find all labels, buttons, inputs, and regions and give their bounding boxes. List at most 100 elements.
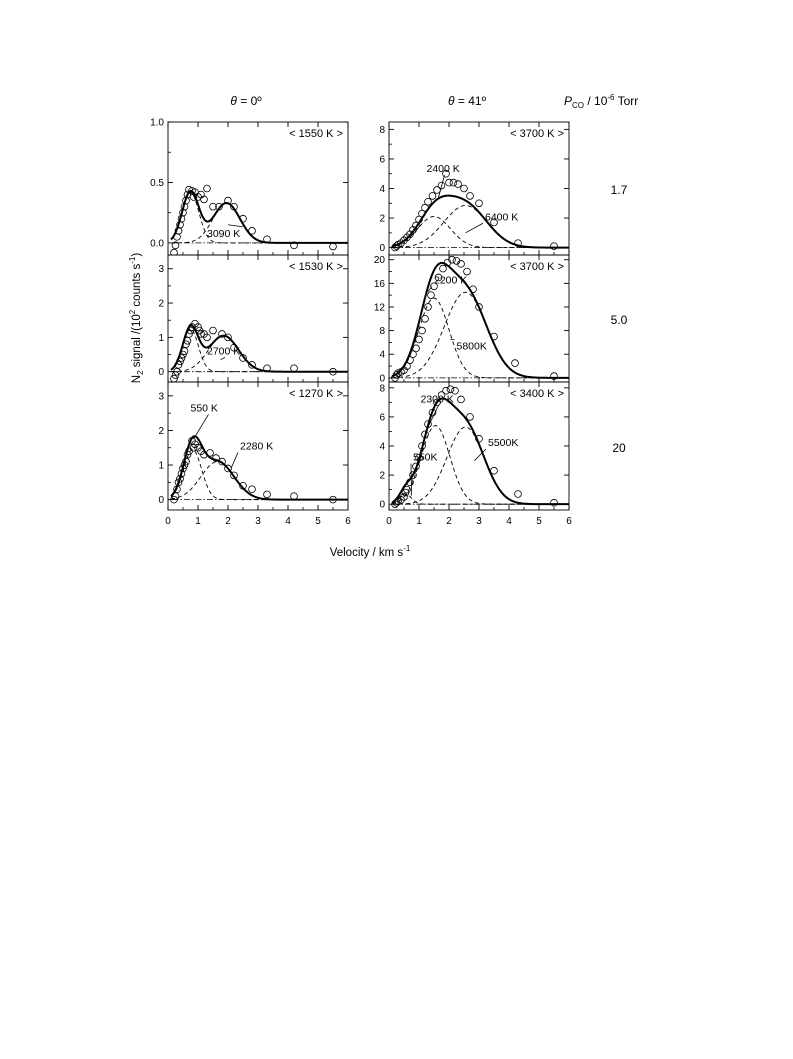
y-tick-label: 0 xyxy=(379,243,385,254)
data-point xyxy=(445,178,453,187)
total-fit-curve xyxy=(170,435,348,501)
y-tick-label: 4 xyxy=(379,350,385,361)
data-point xyxy=(550,372,558,380)
y-tick-label: 0.0 xyxy=(150,238,164,249)
data-point xyxy=(442,169,450,178)
component-curve xyxy=(170,449,348,501)
data-point xyxy=(424,420,432,428)
data-point xyxy=(170,248,178,255)
annotation-leader xyxy=(220,357,226,361)
data-point xyxy=(437,391,446,399)
data-point xyxy=(203,333,211,342)
data-point xyxy=(514,490,522,498)
component-curve xyxy=(171,202,348,244)
annotation-leader xyxy=(438,175,445,198)
y-tick-label: 3 xyxy=(158,264,164,275)
data-point xyxy=(457,395,465,404)
panel-1-1: 0 4 8 12 16 20 < 3700 K > 2200 K 5800K xyxy=(374,254,570,384)
x-tick-label: 3 xyxy=(476,516,482,527)
y-tick-label: 0 xyxy=(379,500,385,511)
component-temperature-label: 2700 K xyxy=(207,346,240,358)
data-point xyxy=(490,218,498,227)
data-point xyxy=(173,485,181,494)
data-point xyxy=(200,450,208,459)
data-point xyxy=(437,181,446,190)
pressure-value-2: 20 xyxy=(612,441,626,455)
data-point xyxy=(177,469,186,478)
y-tick-label: 8 xyxy=(379,383,385,394)
data-point xyxy=(173,233,181,241)
data-point xyxy=(550,498,558,507)
data-point xyxy=(451,386,459,395)
data-point xyxy=(218,457,226,466)
data-point xyxy=(406,356,414,364)
component-temperature-label: 2300 K xyxy=(421,393,454,405)
x-tick-label: 1 xyxy=(416,516,422,527)
data-point xyxy=(239,481,247,490)
x-tick-label: 0 xyxy=(165,516,171,527)
data-point xyxy=(418,326,426,335)
data-point xyxy=(218,330,226,338)
data-point xyxy=(212,454,220,462)
component-temperature-label: 5500K xyxy=(488,437,518,449)
data-point xyxy=(433,186,441,194)
component-curve xyxy=(170,328,348,373)
data-point xyxy=(463,267,471,276)
component-temperature-label: 550K xyxy=(413,452,438,464)
y-tick-label: 20 xyxy=(374,255,386,266)
y-tick-label: 2 xyxy=(379,471,385,482)
y-tick-label: 0 xyxy=(379,373,385,384)
y-tick-label: 1 xyxy=(158,461,164,472)
data-point xyxy=(511,359,519,367)
data-point xyxy=(421,203,429,212)
data-point xyxy=(290,364,298,373)
y-tick-label: 1.0 xyxy=(150,118,164,129)
total-fit-curve xyxy=(391,397,569,506)
data-point xyxy=(475,303,483,311)
data-point xyxy=(179,464,187,473)
data-point xyxy=(176,357,184,366)
y-tick-label: 2 xyxy=(158,299,164,310)
data-point xyxy=(176,220,184,229)
panel-2-0: 0 1 2 3 0 1 2 3 4 5 6 < 1270 K > 550 K 2280 K xyxy=(158,381,351,527)
data-point xyxy=(290,492,298,500)
data-point xyxy=(421,314,429,323)
data-point xyxy=(514,239,522,247)
panel-frame xyxy=(167,254,349,383)
data-point xyxy=(469,285,477,294)
data-point xyxy=(176,475,184,483)
annotation-leader xyxy=(427,405,439,428)
data-point xyxy=(248,227,256,235)
data-point xyxy=(409,350,417,359)
y-axis-label: N2 signal /(102 counts s-1) xyxy=(128,253,145,384)
data-point xyxy=(448,255,456,264)
x-tick-label: 6 xyxy=(345,516,351,527)
x-tick-label: 4 xyxy=(506,516,512,527)
data-point xyxy=(174,361,183,369)
annotation-leader xyxy=(230,452,239,469)
data-point xyxy=(263,235,271,244)
data-point xyxy=(400,493,408,501)
data-point xyxy=(224,196,232,205)
annotation-leader xyxy=(474,448,487,461)
data-point xyxy=(185,330,193,338)
data-point xyxy=(224,333,232,342)
data-point xyxy=(171,492,180,500)
total-fit-curve xyxy=(391,261,569,379)
total-fit-curve xyxy=(170,324,348,373)
panel-frame xyxy=(388,121,570,256)
y-tick-label: 0.5 xyxy=(150,178,164,189)
data-point xyxy=(179,208,187,217)
component-curve xyxy=(391,205,569,249)
y-tick-label: 0 xyxy=(158,367,164,378)
data-point xyxy=(454,180,462,188)
x-tick-label: 5 xyxy=(536,516,542,527)
data-point xyxy=(412,462,420,471)
data-point xyxy=(403,362,411,370)
column-title-1: θ = 41º xyxy=(448,94,487,108)
data-point xyxy=(248,485,256,494)
component-curve xyxy=(391,291,569,379)
data-point xyxy=(460,184,468,193)
data-point xyxy=(189,443,198,452)
